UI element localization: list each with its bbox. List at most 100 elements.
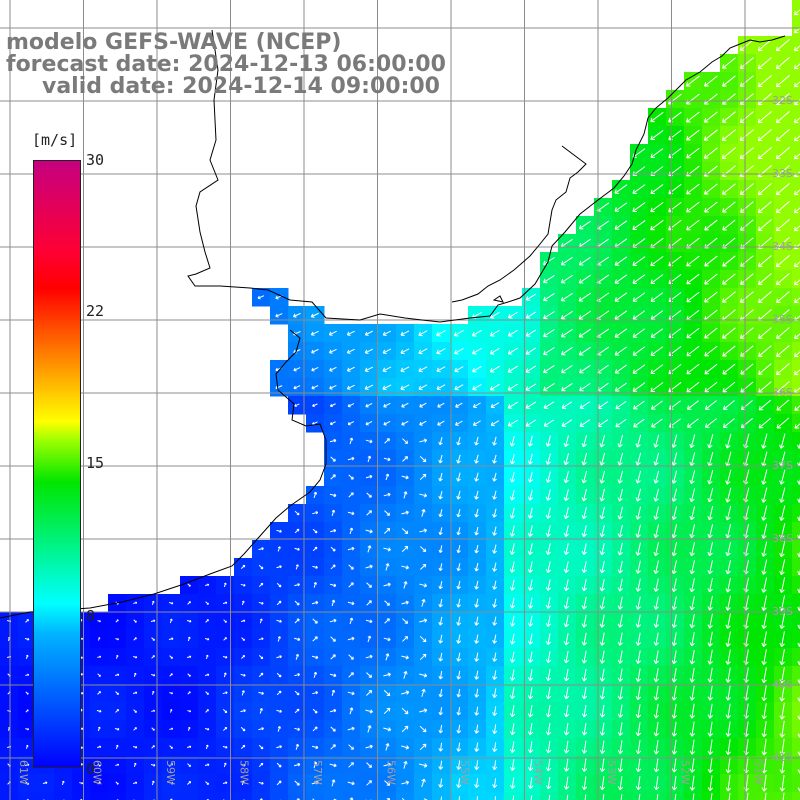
wind-vector — [438, 563, 443, 572]
wind-vector — [668, 363, 682, 375]
wind-vector — [668, 129, 682, 141]
wind-vector — [722, 75, 736, 87]
wind-vector — [722, 418, 735, 429]
wind-vector — [312, 565, 318, 569]
wind-vector — [653, 614, 660, 628]
wind-vector — [527, 741, 534, 754]
wind-vector — [689, 524, 696, 539]
wind-vector — [761, 703, 767, 720]
wind-cell — [396, 792, 415, 800]
wind-vector — [419, 402, 427, 408]
wind-vector — [653, 578, 659, 592]
wind-vector — [169, 692, 173, 695]
wind-vector — [793, 117, 800, 124]
wind-vector — [509, 453, 516, 465]
wind-vector — [348, 582, 354, 588]
wind-vector — [277, 636, 281, 642]
wind-vector — [403, 670, 408, 679]
wind-vector — [169, 745, 173, 749]
wind-vector — [689, 739, 696, 755]
wind-vector — [348, 474, 354, 480]
wind-vector — [527, 471, 534, 483]
wind-vector — [383, 547, 391, 552]
wind-vector — [205, 691, 209, 695]
wind-vector — [259, 708, 263, 714]
wind-vector — [653, 703, 660, 719]
wind-vector — [689, 578, 695, 593]
wind-vector — [349, 617, 354, 625]
wind-vector — [653, 632, 660, 646]
wind-vector — [725, 685, 731, 701]
wind-vector — [295, 743, 300, 750]
wind-cell — [54, 792, 73, 800]
wind-vector — [635, 704, 642, 719]
wind-vector — [615, 418, 627, 428]
wind-vector — [725, 560, 732, 575]
wind-vector — [653, 739, 660, 755]
wind-vector — [347, 456, 355, 461]
wind-vector — [330, 583, 337, 588]
wind-vector — [632, 382, 646, 392]
wind-vector — [563, 686, 570, 700]
wind-vector — [761, 667, 767, 684]
wind-vector — [543, 329, 555, 338]
wind-vector — [276, 619, 282, 623]
wind-vector — [527, 651, 534, 663]
wind-vector — [418, 384, 428, 391]
wind-vector — [725, 577, 731, 593]
wind-vector — [599, 488, 606, 502]
wind-vector — [509, 615, 516, 627]
wind-vector — [492, 454, 497, 464]
wind-vector — [797, 677, 800, 684]
wind-vector — [560, 328, 573, 338]
wind-vector — [474, 742, 480, 752]
wind-vector — [456, 598, 461, 608]
wind-vector — [707, 667, 713, 683]
wind-vector — [689, 452, 696, 467]
wind-vector — [329, 421, 336, 426]
wind-cell — [792, 792, 800, 800]
wind-vector — [276, 709, 282, 713]
wind-vector — [382, 384, 392, 391]
wind-vector — [330, 564, 336, 570]
wind-vector — [367, 635, 372, 643]
wind-cell — [792, 234, 800, 253]
wind-vector — [489, 365, 500, 373]
wind-vector — [186, 619, 192, 623]
wind-vector — [294, 547, 300, 551]
wind-vector — [329, 708, 337, 713]
wind-vector — [704, 183, 718, 195]
wind-vector — [686, 345, 700, 357]
wind-vector — [671, 596, 677, 610]
wind-vector — [170, 709, 173, 713]
wind-vector — [707, 649, 713, 665]
wind-cell — [792, 108, 800, 127]
wind-vector — [689, 703, 696, 719]
wind-vector — [474, 634, 480, 644]
wind-vector — [635, 668, 642, 682]
wind-vector — [581, 596, 588, 610]
wind-vector — [797, 659, 800, 666]
wind-vector — [653, 596, 659, 610]
wind-vector — [330, 654, 336, 660]
wind-vector — [25, 728, 30, 731]
wind-vector — [704, 273, 718, 285]
wind-vector — [474, 436, 479, 446]
wind-vector — [671, 488, 678, 502]
colorbar-tick-22: 22 — [86, 302, 105, 320]
wind-cell — [792, 504, 800, 523]
wind-vector — [419, 673, 428, 678]
wind-cell — [792, 666, 800, 685]
wind-cell — [36, 792, 55, 800]
wind-vector — [740, 363, 754, 375]
wind-vector — [686, 327, 700, 339]
wind-vector — [97, 745, 102, 749]
wind-vector — [97, 691, 102, 695]
wind-vector — [685, 75, 700, 87]
wind-vector — [545, 435, 551, 447]
wind-vector — [438, 581, 443, 590]
wind-vector — [793, 99, 800, 106]
wind-vector — [365, 654, 373, 659]
wind-vector — [311, 655, 319, 660]
wind-vector — [740, 219, 754, 231]
